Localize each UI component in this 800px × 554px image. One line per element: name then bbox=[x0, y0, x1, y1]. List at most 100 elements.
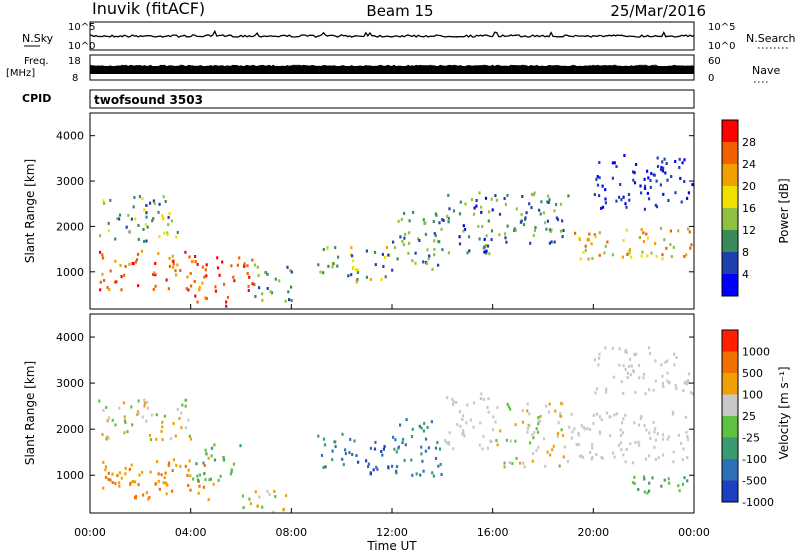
echo-cell bbox=[236, 263, 239, 267]
echo-cell bbox=[123, 419, 126, 423]
echo-cell bbox=[625, 205, 628, 209]
echo-cell bbox=[101, 256, 105, 260]
echo-cell bbox=[152, 287, 155, 291]
echo-cell bbox=[642, 240, 645, 244]
echo-cell bbox=[623, 154, 626, 157]
echo-cell bbox=[142, 493, 145, 497]
echo-cell bbox=[498, 233, 501, 237]
echo-cell bbox=[629, 442, 632, 446]
velocity-cbar-label: Velocity [m s⁻¹] bbox=[777, 366, 791, 459]
echo-cell bbox=[605, 390, 608, 394]
time-tick-label: 04:00 bbox=[175, 526, 207, 539]
echo-cell bbox=[214, 289, 217, 293]
nsky-tick-bottom: 10^0 bbox=[68, 41, 95, 52]
echo-cell bbox=[654, 203, 657, 207]
echo-cell bbox=[601, 184, 604, 188]
echo-cell bbox=[556, 435, 559, 438]
colorbar-tick-label: -500 bbox=[742, 475, 767, 488]
echo-cell bbox=[140, 249, 144, 253]
echo-cell bbox=[643, 177, 646, 181]
echo-cell bbox=[166, 231, 169, 235]
echo-cell bbox=[661, 437, 665, 441]
echo-cell bbox=[284, 299, 287, 303]
echo-cell bbox=[274, 495, 277, 498]
echo-cell bbox=[645, 428, 648, 432]
echo-cell bbox=[433, 253, 436, 257]
echo-cell bbox=[331, 458, 334, 462]
echo-cell bbox=[605, 411, 608, 415]
echo-cell bbox=[659, 183, 662, 187]
echo-cell bbox=[102, 199, 105, 203]
echo-cell bbox=[661, 253, 664, 257]
echo-cell bbox=[344, 448, 347, 452]
echo-cell bbox=[601, 205, 605, 209]
echo-cell bbox=[348, 451, 351, 455]
echo-cell bbox=[685, 382, 688, 386]
echo-cell bbox=[414, 251, 417, 255]
echo-cell bbox=[391, 464, 394, 468]
echo-cell bbox=[157, 472, 160, 476]
echo-cell bbox=[459, 424, 462, 428]
echo-cell bbox=[160, 429, 163, 433]
echo-cell bbox=[138, 473, 141, 477]
echo-cell bbox=[156, 460, 159, 464]
echo-cell bbox=[458, 235, 461, 239]
colorbar-tick-label: 1000 bbox=[742, 346, 770, 359]
echo-cell bbox=[595, 387, 598, 391]
echo-cell bbox=[266, 489, 269, 493]
echo-cell bbox=[261, 292, 264, 296]
echo-cell bbox=[649, 179, 652, 182]
cpid-value: twofsound 3503 bbox=[94, 93, 203, 107]
echo-cell bbox=[446, 396, 449, 400]
echo-cell bbox=[197, 478, 200, 482]
echo-cell bbox=[680, 441, 683, 445]
colorbar-tick-label: 25 bbox=[742, 410, 756, 423]
echo-cell bbox=[408, 219, 411, 223]
echo-cell bbox=[637, 363, 641, 367]
echo-cell bbox=[513, 227, 516, 231]
echo-cell bbox=[441, 218, 444, 222]
echo-cell bbox=[525, 211, 528, 215]
echo-cell bbox=[162, 481, 165, 485]
echo-cell bbox=[249, 502, 252, 506]
echo-cell bbox=[395, 450, 398, 454]
echo-cell bbox=[662, 166, 665, 170]
echo-cell bbox=[222, 458, 226, 462]
echo-cell bbox=[204, 296, 207, 300]
colorbar-swatch bbox=[722, 416, 738, 438]
echo-cell bbox=[205, 296, 208, 300]
echo-cell bbox=[593, 358, 596, 362]
echo-cell bbox=[555, 216, 558, 220]
echo-cell bbox=[503, 461, 506, 465]
echo-cell bbox=[324, 465, 327, 469]
echo-cell bbox=[184, 250, 187, 254]
echo-cell bbox=[687, 227, 690, 231]
echo-cell bbox=[505, 240, 508, 244]
echo-cell bbox=[408, 231, 411, 235]
echo-cell bbox=[519, 220, 522, 224]
echo-cell bbox=[629, 357, 632, 361]
echo-cell bbox=[342, 463, 345, 467]
echo-cell bbox=[686, 379, 690, 383]
echo-cell bbox=[656, 164, 660, 168]
echo-cell bbox=[204, 268, 207, 272]
echo-cell bbox=[184, 398, 187, 402]
echo-cell bbox=[638, 376, 641, 380]
echo-cell bbox=[686, 438, 690, 442]
echo-cell bbox=[274, 277, 277, 281]
echo-cell bbox=[506, 193, 509, 197]
echo-cell bbox=[424, 449, 427, 453]
echo-cell bbox=[151, 219, 154, 223]
echo-cell bbox=[102, 460, 105, 464]
nave-label: Nave bbox=[752, 64, 780, 77]
echo-cell bbox=[663, 238, 666, 242]
echo-cell bbox=[640, 191, 643, 195]
echo-cell bbox=[482, 397, 485, 401]
echo-cell bbox=[445, 441, 448, 445]
echo-cell bbox=[404, 443, 407, 447]
echo-cell bbox=[472, 212, 476, 216]
echo-cell bbox=[528, 424, 531, 428]
echo-cell bbox=[175, 273, 178, 277]
echo-cell bbox=[654, 458, 657, 461]
